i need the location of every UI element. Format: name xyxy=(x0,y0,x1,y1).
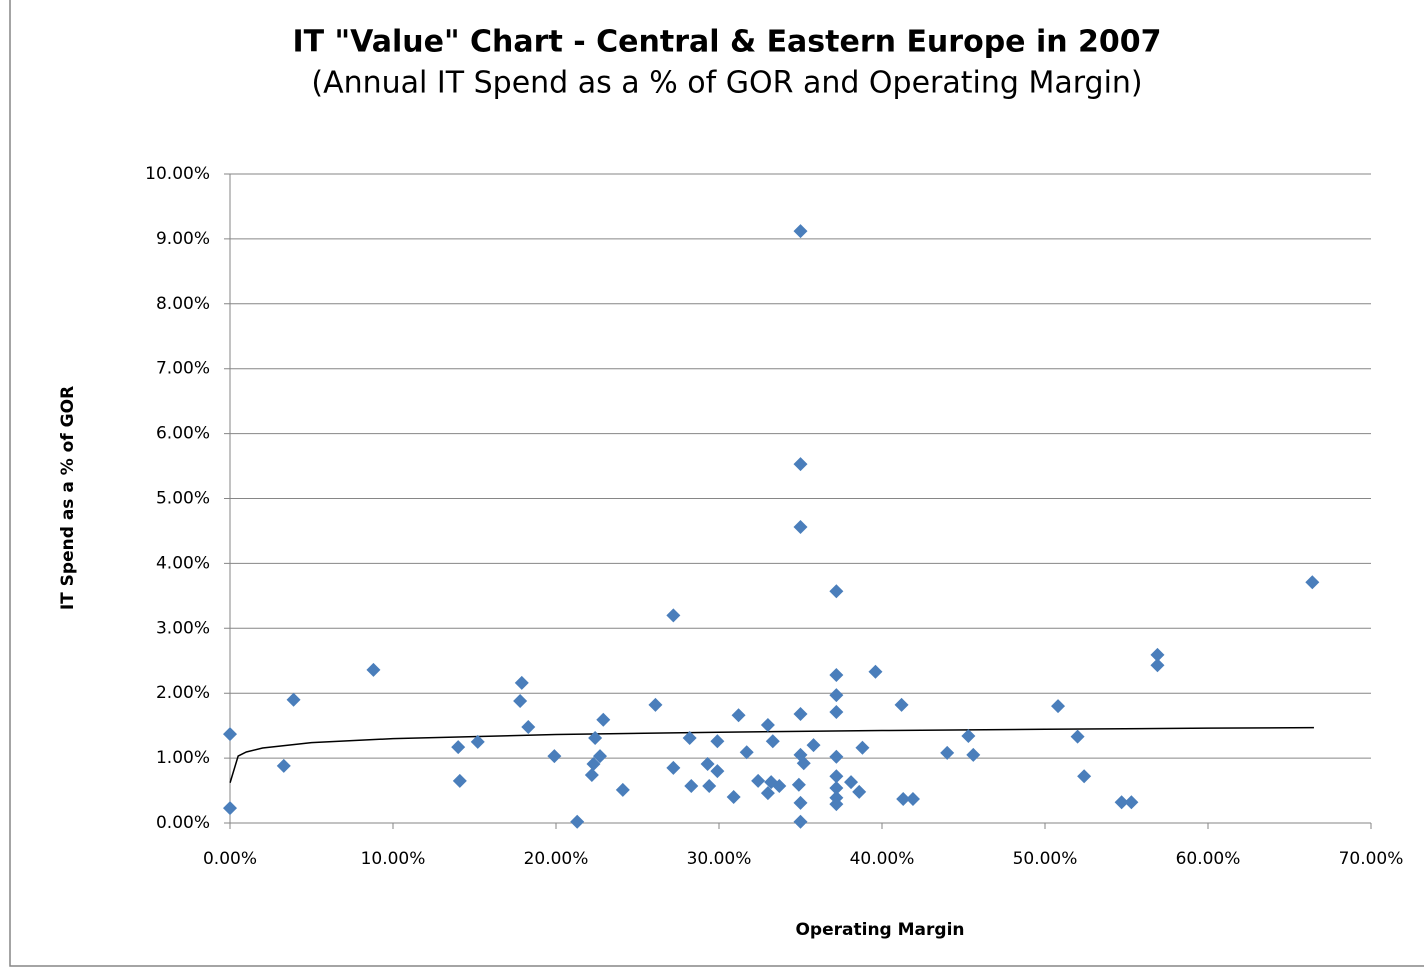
x-tick-label: 20.00% xyxy=(524,849,589,869)
data-point xyxy=(796,756,811,771)
data-point xyxy=(961,729,976,744)
data-point xyxy=(648,697,663,712)
data-point xyxy=(739,745,754,760)
data-point xyxy=(844,775,859,790)
x-tick-label: 50.00% xyxy=(1013,849,1078,869)
data-point xyxy=(726,790,741,805)
data-point xyxy=(1150,647,1165,662)
x-axis-label: Operating Margin xyxy=(795,920,964,940)
data-point xyxy=(793,224,808,239)
data-point xyxy=(868,664,883,679)
data-point xyxy=(596,712,611,727)
y-axis-label: IT Spend as a % of GOR xyxy=(58,386,78,610)
data-point xyxy=(452,773,467,788)
data-point xyxy=(1124,795,1139,810)
data-point xyxy=(547,749,562,764)
data-point xyxy=(588,730,603,745)
data-point xyxy=(700,756,715,771)
data-point xyxy=(702,779,717,794)
y-tick-label: 1.00% xyxy=(156,748,210,768)
data-point xyxy=(513,693,528,708)
data-point xyxy=(1077,769,1092,784)
data-point xyxy=(829,749,844,764)
data-point xyxy=(829,584,844,599)
data-point xyxy=(793,706,808,721)
data-point xyxy=(682,730,697,745)
x-tick-label: 70.00% xyxy=(1339,849,1404,869)
data-point xyxy=(765,734,780,749)
data-point xyxy=(829,705,844,720)
data-point xyxy=(852,784,867,799)
y-tick-label: 9.00% xyxy=(156,229,210,249)
data-point xyxy=(829,688,844,703)
data-point xyxy=(760,786,775,801)
data-point xyxy=(666,608,681,623)
data-point xyxy=(793,457,808,472)
y-tick-label: 2.00% xyxy=(156,683,210,703)
data-point xyxy=(829,769,844,784)
data-point xyxy=(1070,729,1085,744)
data-point xyxy=(684,779,699,794)
x-tick-label: 40.00% xyxy=(850,849,915,869)
y-tick-label: 8.00% xyxy=(156,294,210,314)
data-point xyxy=(855,740,870,755)
data-point xyxy=(829,668,844,683)
data-point xyxy=(793,795,808,810)
chart-subtitle: (Annual IT Spend as a % of GOR and Opera… xyxy=(311,66,1142,101)
data-point xyxy=(896,791,911,806)
data-point xyxy=(791,777,806,792)
data-point xyxy=(615,782,630,797)
y-tick-label: 3.00% xyxy=(156,618,210,638)
data-point xyxy=(793,814,808,829)
data-point xyxy=(593,749,608,764)
data-point xyxy=(1150,658,1165,673)
data-point xyxy=(286,692,301,707)
chart-title: IT "Value" Chart - Central & Eastern Eur… xyxy=(292,25,1161,60)
data-point xyxy=(829,797,844,812)
x-tick-label: 0.00% xyxy=(203,849,257,869)
data-point xyxy=(940,745,955,760)
y-tick-label: 5.00% xyxy=(156,489,210,509)
data-point xyxy=(793,520,808,535)
data-point xyxy=(760,718,775,733)
data-point xyxy=(276,758,291,773)
data-point xyxy=(1114,795,1129,810)
data-point xyxy=(223,801,237,816)
y-tick-label: 4.00% xyxy=(156,553,210,573)
data-point xyxy=(470,734,485,749)
data-point xyxy=(806,738,821,753)
data-point xyxy=(570,814,585,829)
data-point xyxy=(1305,575,1320,590)
trendline xyxy=(229,726,1314,783)
y-tick-label: 0.00% xyxy=(156,813,210,833)
chart-frame xyxy=(9,0,1424,967)
data-point xyxy=(905,791,920,806)
data-point xyxy=(451,740,466,755)
y-tick-label: 6.00% xyxy=(156,424,210,444)
data-point xyxy=(710,734,725,749)
data-point xyxy=(666,760,681,775)
data-point xyxy=(223,727,237,742)
data-point xyxy=(586,756,601,771)
y-tick-label: 7.00% xyxy=(156,359,210,379)
data-point xyxy=(366,662,381,677)
y-tick-label: 10.00% xyxy=(145,164,210,184)
data-point xyxy=(966,747,981,762)
data-point xyxy=(514,675,529,690)
data-point xyxy=(710,764,725,779)
data-point xyxy=(829,780,844,795)
x-tick-label: 10.00% xyxy=(361,849,426,869)
data-point xyxy=(584,767,599,782)
data-point xyxy=(1051,699,1066,714)
data-point xyxy=(751,773,766,788)
data-point xyxy=(731,708,746,723)
data-point xyxy=(894,697,909,712)
x-tick-label: 30.00% xyxy=(687,849,752,869)
data-point xyxy=(521,719,536,734)
data-point xyxy=(772,779,787,794)
x-tick-label: 60.00% xyxy=(1176,849,1241,869)
